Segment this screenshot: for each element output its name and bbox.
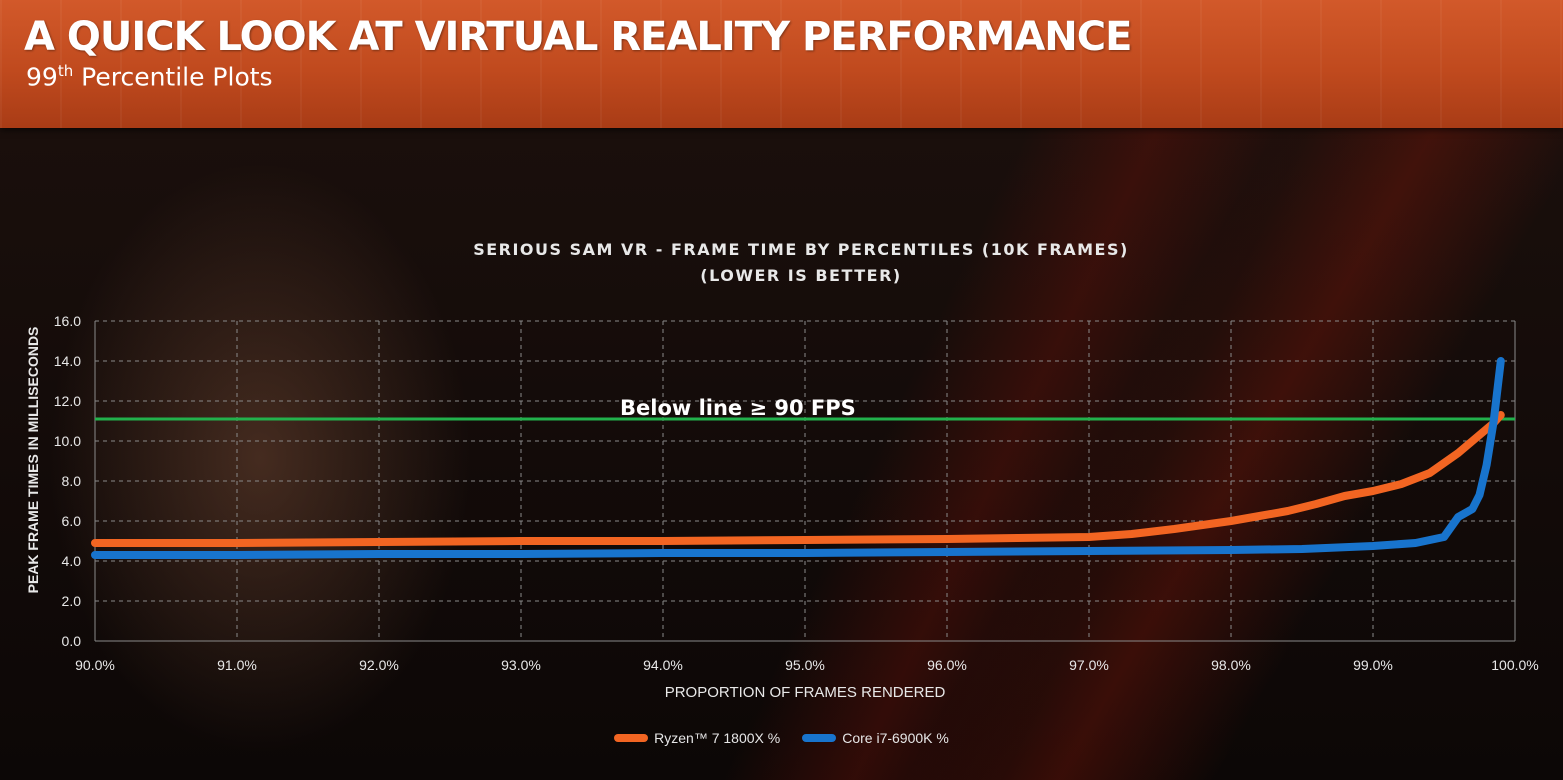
background-panel bbox=[0, 128, 1563, 780]
grid-layer bbox=[94, 320, 1516, 642]
y-tick-label: 2.0 bbox=[62, 593, 82, 609]
legend-label-intel: Core i7-6900K % bbox=[842, 730, 949, 746]
x-tick-label: 97.0% bbox=[1069, 657, 1109, 673]
legend-swatch-intel bbox=[802, 734, 837, 742]
legend: Ryzen™ 7 1800X % Core i7-6900K % bbox=[0, 730, 1563, 746]
x-tick-label: 95.0% bbox=[785, 657, 825, 673]
y-tick-label: 6.0 bbox=[62, 513, 82, 529]
y-tick-label: 16.0 bbox=[54, 313, 81, 329]
y-tick-label: 4.0 bbox=[62, 553, 82, 569]
subtitle-superscript: th bbox=[57, 62, 74, 80]
x-tick-label: 92.0% bbox=[359, 657, 399, 673]
x-axis-label: PROPORTION OF FRAMES RENDERED bbox=[665, 684, 946, 701]
header-banner: A QUICK LOOK AT VIRTUAL REALITY PERFORMA… bbox=[0, 0, 1563, 128]
y-tick-label: 14.0 bbox=[54, 353, 81, 369]
x-tick-label: 93.0% bbox=[501, 657, 541, 673]
x-tick-label: 90.0% bbox=[75, 657, 115, 673]
subtitle-number: 99 bbox=[26, 62, 58, 92]
legend-item-ryzen: Ryzen™ 7 1800X % bbox=[614, 730, 780, 746]
x-tick-label: 94.0% bbox=[643, 657, 683, 673]
y-tick-label: 10.0 bbox=[54, 433, 81, 449]
y-tick-label: 12.0 bbox=[54, 393, 81, 409]
legend-swatch-ryzen bbox=[614, 734, 649, 742]
page-title: A QUICK LOOK AT VIRTUAL REALITY PERFORMA… bbox=[24, 14, 1132, 60]
x-tick-label: 91.0% bbox=[217, 657, 257, 673]
annotation-label: Below line ≥ 90 FPS bbox=[620, 396, 856, 420]
x-tick-label: 100.0% bbox=[1491, 657, 1538, 673]
legend-label-ryzen: Ryzen™ 7 1800X % bbox=[654, 730, 781, 746]
y-tick-label: 0.0 bbox=[62, 633, 82, 649]
x-tick-label: 99.0% bbox=[1353, 657, 1393, 673]
chart-title: SERIOUS SAM VR - FRAME TIME BY PERCENTIL… bbox=[473, 240, 1129, 259]
subtitle-text: Percentile Plots bbox=[73, 62, 273, 92]
series-layer bbox=[91, 357, 1515, 559]
y-tick-label: 8.0 bbox=[62, 473, 82, 489]
legend-item-intel: Core i7-6900K % bbox=[802, 730, 949, 746]
y-axis-label: PEAK FRAME TIMES IN MILLISECONDS bbox=[25, 327, 41, 594]
page-subtitle: 99th Percentile Plots bbox=[26, 62, 273, 91]
x-tick-label: 96.0% bbox=[927, 657, 967, 673]
series-line-ryzen bbox=[91, 411, 1505, 547]
series-line-intel bbox=[91, 357, 1505, 559]
x-tick-label: 98.0% bbox=[1211, 657, 1251, 673]
tick-layer: 0.0 2.0 4.0 6.0 8.0 10.0 12.0 14.0 16.0 90.0% 91.0… bbox=[54, 313, 1539, 673]
chart-subtitle: (LOWER IS BETTER) bbox=[700, 266, 901, 285]
